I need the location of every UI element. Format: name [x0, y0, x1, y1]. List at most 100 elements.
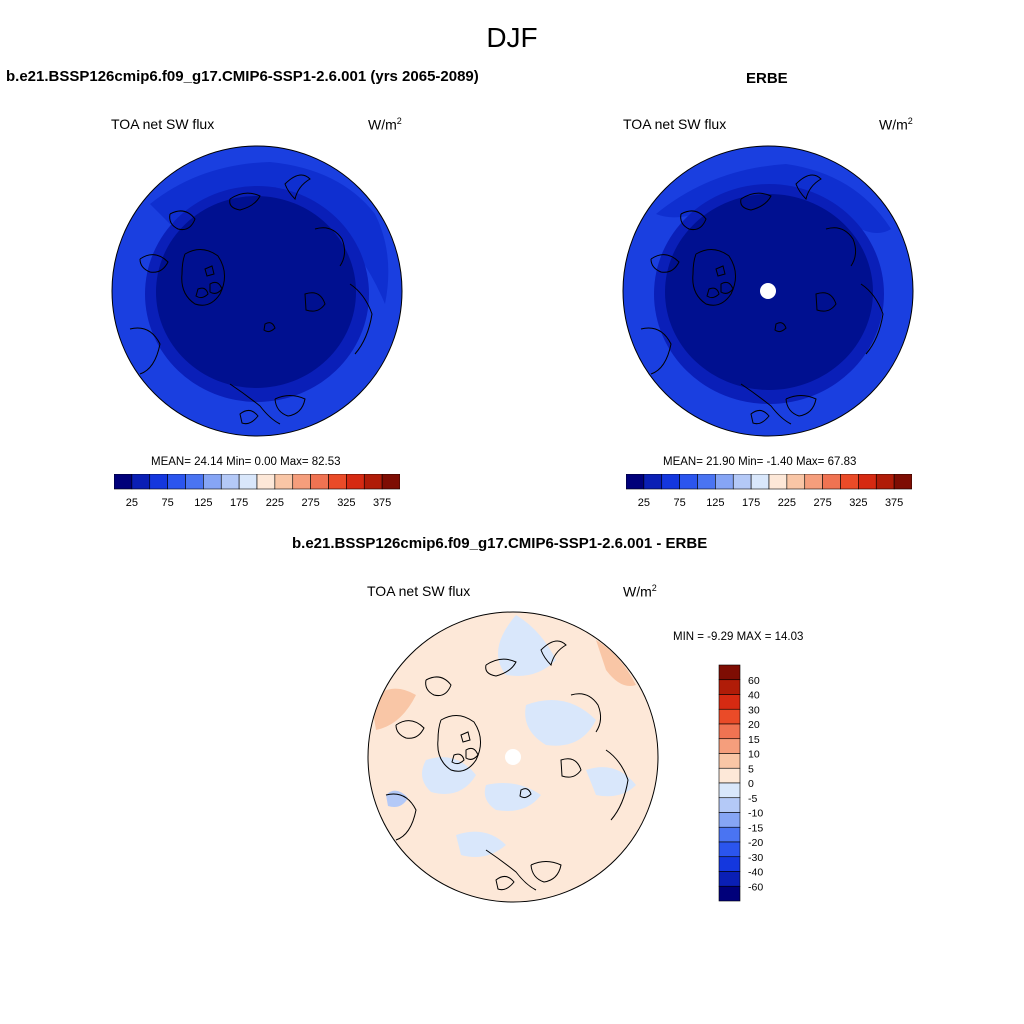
colorbar-box	[718, 708, 741, 725]
right-colorbar: 25 75 125 175 225 275 325 375	[626, 474, 912, 509]
colorbar-label: -10	[748, 808, 763, 820]
colorbar-box	[768, 474, 788, 490]
colorbar-box	[256, 474, 276, 490]
diff-polar-map	[367, 611, 659, 903]
diff-variable-label: TOA net SW flux	[367, 583, 471, 599]
left-colorbar: 25 75 125 175 225 275 325 375	[114, 474, 400, 509]
season-title: DJF	[486, 22, 538, 53]
colorbar-box	[114, 474, 133, 490]
colorbar-box	[328, 474, 347, 490]
colorbar-box	[718, 664, 741, 681]
colorbar-label: 175	[230, 497, 248, 509]
map-inner-region	[156, 196, 356, 388]
colorbar-label: 0	[748, 778, 754, 790]
colorbar-box	[718, 797, 741, 813]
colorbar-box	[718, 812, 741, 828]
pole-missing-data	[505, 749, 521, 765]
colorbar-box	[718, 885, 741, 902]
colorbar-label: -5	[748, 793, 757, 805]
colorbar-box	[274, 474, 294, 490]
colorbar-box	[220, 474, 240, 490]
negative-anomaly-region	[484, 782, 541, 811]
negative-anomaly-region	[456, 831, 506, 858]
right-units-label: W/m2	[879, 116, 913, 133]
right-stats: MEAN= 21.90 Min= -1.40 Max= 67.83	[663, 456, 857, 468]
colorbar-box	[718, 753, 741, 769]
colorbar-label: 325	[849, 497, 867, 509]
left-units-label: W/m2	[368, 116, 402, 133]
colorbar-label: 125	[194, 497, 212, 509]
positive-anomaly-region	[371, 688, 416, 730]
left-variable-label: TOA net SW flux	[111, 116, 215, 132]
colorbar-box	[718, 767, 741, 784]
colorbar-label: 10	[748, 749, 760, 761]
colorbar-box	[893, 474, 912, 490]
colorbar-box	[679, 474, 698, 490]
colorbar-box	[822, 474, 841, 490]
left-stats: MEAN= 24.14 Min= 0.00 Max= 82.53	[151, 456, 341, 468]
negative-anomaly-region	[525, 700, 596, 746]
colorbar-box	[363, 474, 383, 490]
colorbar-label: 225	[266, 497, 284, 509]
colorbar-box	[786, 474, 806, 490]
colorbar-box	[626, 474, 645, 490]
diff-case-title: b.e21.BSSP126cmip6.f09_g17.CMIP6-SSP1-2.…	[292, 535, 708, 552]
colorbar-box	[715, 474, 734, 490]
negative-anomaly-region	[422, 757, 476, 794]
colorbar-label: 175	[742, 497, 760, 509]
colorbar-label: 125	[706, 497, 724, 509]
colorbar-label: 25	[638, 497, 650, 509]
colorbar-box	[149, 474, 168, 490]
colorbar-label: 60	[748, 675, 760, 687]
colorbar-label: 225	[778, 497, 796, 509]
colorbar-box	[718, 841, 741, 858]
colorbar-box	[718, 694, 741, 710]
diff-minmax: MIN = -9.29 MAX = 14.03	[673, 631, 804, 643]
colorbar-label: -40	[748, 867, 763, 879]
colorbar-label: -15	[748, 822, 763, 834]
map-boundary	[111, 145, 403, 437]
colorbar-box	[840, 474, 859, 490]
colorbar-box	[750, 474, 770, 490]
colorbar-box	[661, 474, 680, 490]
colorbar-label: 75	[162, 497, 174, 509]
colorbar-box	[381, 474, 400, 490]
colorbar-box	[718, 856, 741, 872]
right-polar-map	[622, 145, 914, 437]
colorbar-label: 5	[748, 763, 754, 775]
colorbar-label: 275	[813, 497, 831, 509]
map-boundary	[367, 611, 659, 903]
negative-anomaly-region	[386, 790, 408, 807]
colorbar-box	[167, 474, 186, 490]
colorbar-box	[292, 474, 311, 490]
colorbar-box	[346, 474, 365, 490]
colorbar-box	[875, 474, 895, 490]
colorbar-box	[718, 723, 741, 740]
colorbar-box	[718, 826, 741, 843]
colorbar-box	[718, 871, 741, 887]
colorbar-box	[238, 474, 258, 490]
left-polar-map	[111, 145, 403, 437]
colorbar-label: 375	[885, 497, 903, 509]
colorbar-box	[858, 474, 877, 490]
coastlines	[385, 640, 629, 891]
colorbar-label: -30	[748, 852, 763, 864]
coastlines	[129, 174, 373, 425]
colorbar-box	[643, 474, 663, 490]
colorbar-label: 75	[674, 497, 686, 509]
right-variable-label: TOA net SW flux	[623, 116, 727, 132]
colorbar-label: 40	[748, 690, 760, 702]
diff-colorbar: 60 40 30 20 15 10 5 0 -5 -10 -15 -20 -30 -40 -60	[718, 664, 763, 902]
colorbar-box	[732, 474, 752, 490]
colorbar-box	[718, 738, 741, 754]
colorbar-label: -20	[748, 837, 763, 849]
map-boundary	[622, 145, 914, 437]
colorbar-label: -60	[748, 881, 763, 893]
colorbar-box	[804, 474, 823, 490]
pole-missing-data	[760, 283, 776, 299]
colorbar-label: 25	[126, 497, 138, 509]
colorbar-box	[718, 679, 741, 695]
colorbar-box	[310, 474, 329, 490]
colorbar-box	[697, 474, 716, 490]
negative-anomaly-region	[586, 767, 636, 797]
